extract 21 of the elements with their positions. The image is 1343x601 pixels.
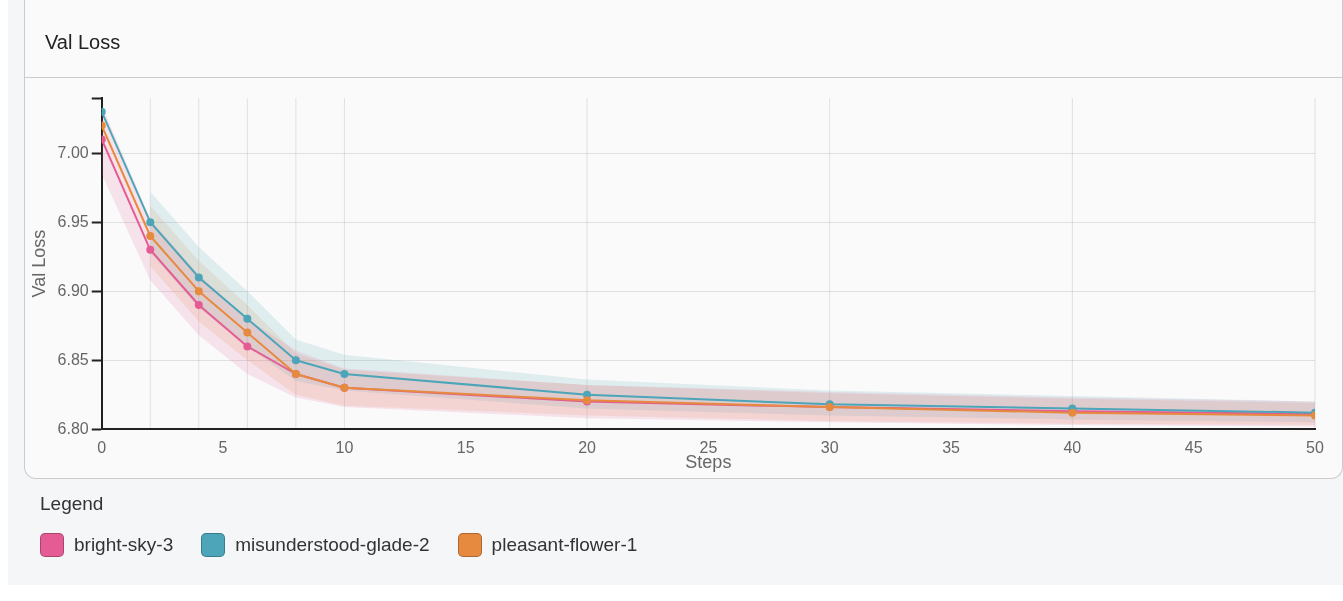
legend-label: bright-sky-3 <box>74 534 174 556</box>
legend-label: misunderstood-glade-2 <box>235 534 430 556</box>
x-tick-label: 15 <box>456 439 475 457</box>
x-tick-label: 30 <box>820 439 839 457</box>
legend-title: Legend <box>40 493 105 515</box>
x-tick-label: 10 <box>335 439 354 457</box>
y-tick-label: 6.85 <box>57 350 89 368</box>
x-tick-label: 40 <box>1063 439 1082 457</box>
x-tick-label: 50 <box>1306 439 1324 457</box>
x-tick-label: 0 <box>97 439 107 457</box>
y-tick-label: 6.95 <box>57 212 89 230</box>
x-tick-label: 20 <box>578 439 597 457</box>
y-tick-label: 7.00 <box>57 143 89 161</box>
chart-title: Val Loss <box>25 0 1342 78</box>
x-tick-label: 45 <box>1184 439 1203 457</box>
legend-label: pleasant-flower-1 <box>491 534 638 556</box>
y-axis-title: Val Loss <box>28 229 49 298</box>
y-tick-label: 6.80 <box>57 419 89 437</box>
x-tick-label: 5 <box>218 439 228 457</box>
x-tick-label: 35 <box>942 439 961 457</box>
y-tick-label: 6.90 <box>57 281 89 299</box>
